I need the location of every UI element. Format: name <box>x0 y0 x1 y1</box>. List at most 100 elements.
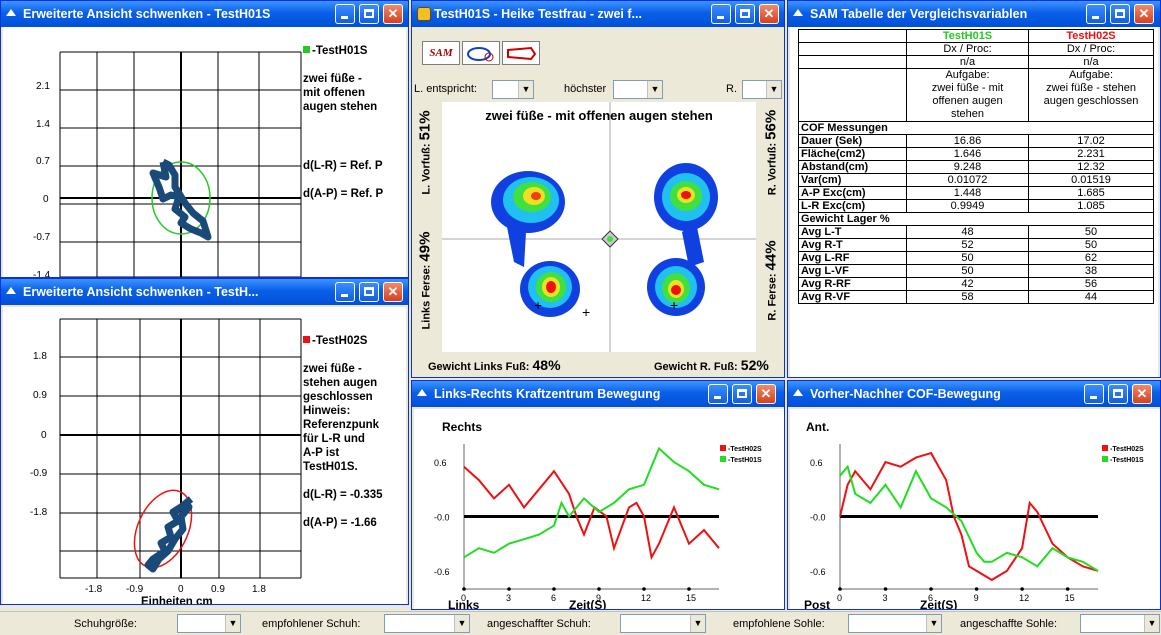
table-row: L-R Exc(cm) 0.9949 1.085 <box>798 199 1154 213</box>
legend-item: -TestH02S <box>303 334 408 348</box>
x-tick-mark <box>507 587 511 591</box>
legend-label: TestH02S <box>730 446 762 453</box>
bottom-bar: Schuhgröße: ▼ empfohlener Schuh: ▼ anges… <box>0 611 1161 635</box>
x-tick-label: 15 <box>1065 593 1075 603</box>
row-value-1: 50 <box>906 264 1029 278</box>
close-icon: ✕ <box>1136 386 1148 401</box>
maximize-button[interactable] <box>359 282 379 302</box>
schuhgroesse-select[interactable]: ▼ <box>177 614 241 633</box>
weight-left-value: 48% <box>532 357 561 373</box>
minimize-button[interactable] <box>1084 384 1104 404</box>
cross-marker: + <box>534 297 542 313</box>
y-tick: -1.4 <box>33 270 51 278</box>
legend-series-2: -TestH01S <box>728 457 762 464</box>
legend-label: TestH01S <box>730 457 762 464</box>
legend-series-1: -TestH02S <box>728 446 762 453</box>
minimize-button[interactable] <box>1086 4 1106 24</box>
chevron-down-icon: ▼ <box>690 615 705 632</box>
y-tick: 2.1 <box>36 81 50 92</box>
r-select[interactable]: ▼ <box>742 80 782 99</box>
l-entspricht-select[interactable]: ▼ <box>492 80 534 99</box>
close-button[interactable]: ✕ <box>1134 4 1154 24</box>
sam-tool-button[interactable]: SAM <box>422 41 460 65</box>
close-icon: ✕ <box>760 386 772 401</box>
maximize-button[interactable] <box>1110 4 1130 24</box>
row-value-1: 58 <box>906 290 1029 304</box>
legend-name: TestH01S <box>315 45 368 57</box>
x-tick-mark <box>597 587 601 591</box>
foot-pressure-svg: + + + <box>414 102 784 352</box>
series-line-2 <box>839 464 1099 572</box>
chevron-down-icon: ▼ <box>225 615 240 632</box>
minimize-button[interactable] <box>335 4 355 24</box>
foot-tool-button[interactable] <box>502 41 540 65</box>
minimize-icon <box>1090 396 1097 399</box>
window-ap-cof: Vorher-Nachher COF-Bewegung ✕ Ant. Post … <box>787 380 1161 610</box>
x-tick-label: 6 <box>551 593 556 603</box>
minimize-icon <box>1092 16 1099 19</box>
y-tick-label: -0.6 <box>434 567 450 577</box>
ang-sohle-select[interactable]: ▼ <box>1080 614 1160 633</box>
ang-schuh-select[interactable]: ▼ <box>620 614 706 633</box>
task-cell-2: Aufgabe: zwei füße - stehen augen geschl… <box>1028 68 1154 122</box>
table-scroll[interactable]: TestH01S TestH02S Dx / Proc: Dx / Proc: n/… <box>790 27 1158 377</box>
title-bar[interactable]: Vorher-Nachher COF-Bewegung <box>788 381 1160 407</box>
row-value-1: 0.01072 <box>906 173 1029 187</box>
window-sway-view-2: Erweiterte Ansicht schwenken - TestH... … <box>0 278 409 605</box>
window-icon <box>417 389 427 396</box>
table-row: Var(cm) 0.01072 0.01519 <box>798 173 1154 187</box>
close-icon: ✕ <box>387 6 399 21</box>
series-line-1 <box>463 465 720 561</box>
row-value-2: 50 <box>1028 238 1154 252</box>
left-bot-pct: 49% <box>416 231 434 262</box>
minimize-button[interactable] <box>335 282 355 302</box>
maximize-button[interactable] <box>1108 384 1128 404</box>
maximize-icon <box>364 9 374 18</box>
maximize-button[interactable] <box>359 4 379 24</box>
y-tick: 1.8 <box>33 351 47 362</box>
sway-tool-button[interactable] <box>462 41 500 65</box>
minimize-icon <box>714 396 721 399</box>
close-button[interactable]: ✕ <box>383 282 403 302</box>
dap-text: d(A-P) = -1.66 <box>303 517 377 529</box>
close-button[interactable]: ✕ <box>756 384 776 404</box>
x-tick-mark <box>929 587 933 591</box>
row-label: A-P Exc(cm) <box>798 186 907 200</box>
x-tick-label: 12 <box>1019 593 1029 603</box>
close-button[interactable]: ✕ <box>1132 384 1152 404</box>
maximize-button[interactable] <box>735 4 755 24</box>
table-row: Dauer (Sek) 16.86 17.02 <box>798 134 1154 148</box>
row-label: Avg R-RF <box>798 277 907 291</box>
maximize-button[interactable] <box>732 384 752 404</box>
y-tick: -0.9 <box>30 468 48 479</box>
empf-sohle-select[interactable]: ▼ <box>848 614 942 633</box>
hoechster-select[interactable]: ▼ <box>613 80 663 99</box>
row-value-1: 16.86 <box>906 134 1029 148</box>
maximize-icon <box>364 287 374 296</box>
ang-schuh-label: angeschaffter Schuh: <box>487 618 591 630</box>
maximize-icon <box>737 389 747 398</box>
close-button[interactable]: ✕ <box>383 4 403 24</box>
r-label: R. <box>726 83 737 95</box>
series-line-1 <box>839 451 1099 582</box>
y-tick-label: -0.0 <box>810 513 826 523</box>
bottom-label: Links <box>448 598 480 610</box>
chevron-down-icon: ▼ <box>647 81 662 98</box>
empf-schuh-select[interactable]: ▼ <box>384 614 470 633</box>
weight-right-label: Gewicht R. Fuß: <box>654 361 738 373</box>
close-button[interactable]: ✕ <box>759 4 779 24</box>
row-value-2: 1.685 <box>1028 186 1154 200</box>
minimize-button[interactable] <box>711 4 731 24</box>
confidence-ellipse <box>151 161 211 235</box>
window-icon <box>793 9 803 16</box>
section-weight: Gewicht Lager % <box>798 212 1154 226</box>
minimize-button[interactable] <box>708 384 728 404</box>
title-bar[interactable]: Links-Rechts Kraftzentrum Bewegung <box>412 381 784 407</box>
y-tick-label: 0.6 <box>810 458 823 468</box>
x-tick: -1.8 <box>85 584 103 595</box>
left-heel-label: Links Ferse: 49% <box>417 216 434 346</box>
x-tick-label: 9 <box>974 593 979 603</box>
window-title: Vorher-Nachher COF-Bewegung <box>810 387 1001 401</box>
y-tick: -1.8 <box>30 507 48 518</box>
window-title: SAM Tabelle der Vergleichsvariablen <box>810 7 1028 21</box>
